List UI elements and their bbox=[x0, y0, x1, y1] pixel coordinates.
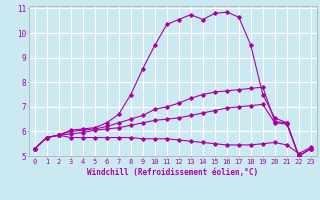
X-axis label: Windchill (Refroidissement éolien,°C): Windchill (Refroidissement éolien,°C) bbox=[87, 168, 258, 177]
